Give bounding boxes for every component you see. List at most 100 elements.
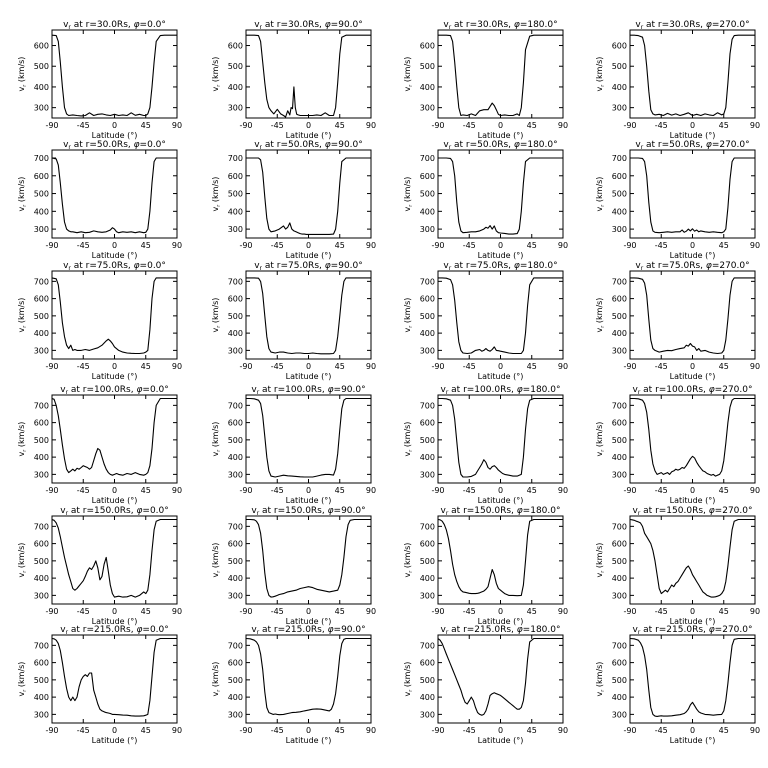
y-tick-label: 600 bbox=[228, 540, 243, 549]
x-axis-label: Latitude (°) bbox=[286, 251, 332, 260]
y-tick-label: 400 bbox=[34, 83, 49, 92]
plot-frame bbox=[629, 515, 756, 605]
x-tick-label: 45 bbox=[335, 607, 345, 616]
x-axis-label: Latitude (°) bbox=[478, 736, 524, 745]
x-axis-label: Latitude (°) bbox=[92, 496, 138, 505]
panel-title: vr at r=215.0Rs, φ=270.0° bbox=[633, 625, 753, 636]
x-tick-label: -45 bbox=[271, 486, 284, 495]
y-axis-label: vr (km/s) bbox=[17, 298, 28, 333]
x-tick-label: 0 bbox=[306, 362, 311, 371]
y-tick-label: 300 bbox=[34, 591, 49, 600]
x-tick-label: 45 bbox=[719, 121, 729, 130]
y-tick-label: 300 bbox=[228, 470, 243, 479]
x-tick-label: 0 bbox=[498, 241, 503, 250]
x-tick-label: -90 bbox=[431, 607, 444, 616]
x-axis-label: Latitude (°) bbox=[670, 496, 716, 505]
x-tick-label: -45 bbox=[655, 362, 668, 371]
y-tick-label: 300 bbox=[612, 104, 627, 113]
x-tick-label: 45 bbox=[335, 486, 345, 495]
y-tick-label: 300 bbox=[420, 591, 435, 600]
x-tick-label: 90 bbox=[172, 241, 182, 250]
chart-panel: -90 -45 0 45 90 300 400 500 600 700 vr at r=75.0Rs… bbox=[17, 261, 182, 381]
y-tick-label: 300 bbox=[34, 225, 49, 234]
x-tick-label: 90 bbox=[172, 362, 182, 371]
x-tick-label: -90 bbox=[431, 726, 444, 735]
x-tick-label: 0 bbox=[498, 121, 503, 130]
x-axis-label: Latitude (°) bbox=[478, 251, 524, 260]
chart-panel: -90 -45 0 45 90 300 400 500 600 700 vr at r=50.0Rs… bbox=[211, 140, 376, 260]
y-tick-label: 500 bbox=[34, 312, 49, 321]
y-tick-label: 700 bbox=[420, 401, 435, 410]
plot-frame bbox=[51, 29, 178, 119]
y-tick-label: 400 bbox=[228, 453, 243, 462]
x-tick-label: 0 bbox=[690, 607, 695, 616]
series-line bbox=[246, 157, 371, 235]
x-tick-label: 45 bbox=[719, 726, 729, 735]
x-tick-label: 45 bbox=[335, 726, 345, 735]
plot-frame bbox=[437, 270, 564, 360]
panel-title: vr at r=150.0Rs, φ=180.0° bbox=[441, 506, 561, 517]
x-tick-label: 0 bbox=[498, 486, 503, 495]
series-line bbox=[438, 397, 563, 478]
x-tick-label: 90 bbox=[750, 121, 760, 130]
x-tick-label: 90 bbox=[172, 607, 182, 616]
x-tick-label: 45 bbox=[141, 362, 151, 371]
y-tick-label: 500 bbox=[228, 62, 243, 71]
x-tick-label: -90 bbox=[239, 607, 252, 616]
series-line bbox=[52, 637, 177, 717]
y-axis-label: vr (km/s) bbox=[211, 57, 222, 92]
chart-panel: -90 -45 0 45 90 300 400 500 600 700 vr at r=100.0R… bbox=[211, 385, 376, 505]
x-tick-label: 45 bbox=[527, 607, 537, 616]
y-axis-label: vr (km/s) bbox=[17, 177, 28, 212]
y-tick-label: 700 bbox=[34, 522, 49, 531]
panel-title: vr at r=75.0Rs, φ=0.0° bbox=[63, 261, 166, 272]
y-tick-label: 600 bbox=[228, 419, 243, 428]
x-tick-label: -45 bbox=[463, 726, 476, 735]
y-tick-label: 500 bbox=[34, 62, 49, 71]
y-axis-label: vr (km/s) bbox=[403, 662, 414, 697]
x-tick-label: 45 bbox=[719, 607, 729, 616]
y-tick-label: 700 bbox=[228, 401, 243, 410]
x-tick-label: 90 bbox=[558, 241, 568, 250]
chart-panel: -90 -45 0 45 90 300 400 500 600 700 vr at r=50.0Rs… bbox=[595, 140, 760, 260]
panel-title: vr at r=150.0Rs, φ=0.0° bbox=[60, 506, 169, 517]
y-tick-label: 600 bbox=[612, 42, 627, 51]
x-tick-label: 90 bbox=[366, 607, 376, 616]
chart-panel: -90 -45 0 45 90 300 400 500 600 700 vr at r=100.0R… bbox=[595, 385, 760, 505]
x-axis-label: Latitude (°) bbox=[286, 617, 332, 626]
x-axis-label: Latitude (°) bbox=[286, 496, 332, 505]
plot-frame bbox=[629, 29, 756, 119]
chart-panel: -90 -45 0 45 90 300 400 500 600 700 vr at r=75.0Rs… bbox=[211, 261, 376, 381]
y-tick-label: 700 bbox=[228, 154, 243, 163]
chart-panel: -90 -45 0 45 90 300 400 500 600 vr at r=30.0Rs, φ… bbox=[403, 20, 568, 140]
panel-title: vr at r=30.0Rs, φ=0.0° bbox=[63, 20, 166, 31]
y-tick-label: 300 bbox=[612, 591, 627, 600]
x-tick-label: 45 bbox=[141, 607, 151, 616]
y-axis-label: vr (km/s) bbox=[595, 662, 606, 697]
y-tick-label: 400 bbox=[228, 329, 243, 338]
y-tick-label: 300 bbox=[228, 710, 243, 719]
x-tick-label: -45 bbox=[271, 362, 284, 371]
y-tick-label: 400 bbox=[420, 83, 435, 92]
y-tick-label: 300 bbox=[420, 470, 435, 479]
x-tick-label: 90 bbox=[558, 726, 568, 735]
series-line bbox=[52, 34, 177, 117]
y-tick-label: 500 bbox=[228, 557, 243, 566]
x-axis-label: Latitude (°) bbox=[92, 372, 138, 381]
y-tick-label: 700 bbox=[420, 277, 435, 286]
y-tick-label: 300 bbox=[228, 346, 243, 355]
x-tick-label: 0 bbox=[112, 607, 117, 616]
y-tick-label: 600 bbox=[228, 659, 243, 668]
x-axis-label: Latitude (°) bbox=[670, 736, 716, 745]
plot-frame bbox=[437, 149, 564, 239]
series-line bbox=[438, 34, 563, 117]
series-line bbox=[438, 157, 563, 235]
y-tick-label: 500 bbox=[420, 190, 435, 199]
x-tick-label: -45 bbox=[463, 241, 476, 250]
y-axis-label: vr (km/s) bbox=[403, 57, 414, 92]
y-tick-label: 500 bbox=[228, 436, 243, 445]
chart-panel: -90 -45 0 45 90 300 400 500 600 700 vr at r=150.0R… bbox=[403, 506, 568, 626]
y-tick-label: 300 bbox=[34, 470, 49, 479]
x-tick-label: -45 bbox=[655, 121, 668, 130]
x-axis-label: Latitude (°) bbox=[92, 736, 138, 745]
